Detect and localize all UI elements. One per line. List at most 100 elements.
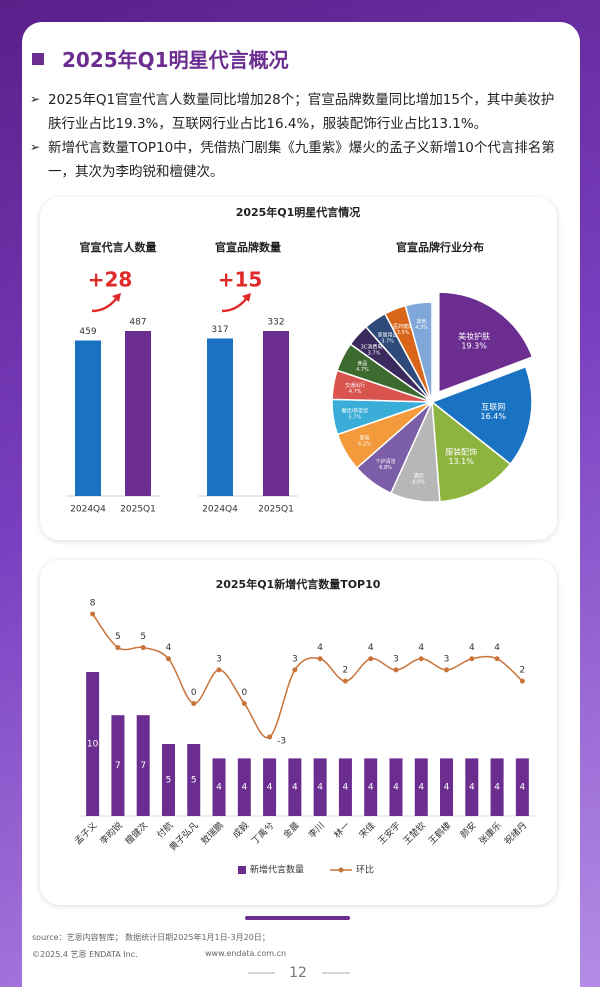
line-label: 4 [418,643,424,653]
slice-label: 家居用品 [378,331,398,338]
line-label: 5 [140,632,146,642]
bullet: 2025年Q1官宣代言人数量同比增加28个；官宣品牌数量同比增加15个，其中美妆… [48,92,555,132]
bar [86,672,100,816]
x-tick-label: 2024Q4 [70,505,106,515]
bar [440,758,454,816]
line-marker [393,667,399,673]
slice-value: 16.4% [481,412,507,421]
line-marker [418,656,424,662]
slice-value: 4.7% [349,389,362,395]
bar [161,744,175,816]
bullet-arrow: ➢ [30,92,41,106]
bullet-arrow: ➢ [30,140,41,154]
line-marker [115,645,121,651]
line-marker [519,678,525,684]
copyright: ©2025.4 艺恩 ENDATA Inc. [32,950,138,959]
slice-value: 3.7% [381,338,394,344]
slice-label: 个护清洁 [376,458,396,465]
line-marker [216,667,222,673]
bar [338,758,352,816]
page-number: 12 [289,965,307,981]
bar [125,331,151,496]
bar-label: 4 [469,783,475,793]
legend-label: 环比 [356,864,374,876]
line-marker [342,678,348,684]
bar-label: 7 [115,761,121,771]
bar [313,758,327,816]
line-label: 3 [393,654,399,664]
line-marker [292,667,298,673]
line-marker [267,734,273,740]
line-marker [469,656,475,662]
bar [212,758,226,816]
value-label: 459 [79,327,96,337]
annotation-arrow [91,298,117,313]
legend-label: 新增代言数量 [250,864,304,876]
line-label: 4 [166,643,172,653]
slice-label: 3C消费电子 [361,343,388,350]
bar [414,758,428,816]
bar-label: 4 [444,783,450,793]
slice-value: 6.8% [379,465,392,471]
slice-value: 3.7% [368,350,381,356]
value-label: 487 [129,318,146,328]
line-marker [191,700,197,706]
slice-value: 13.1% [448,457,474,466]
bar [263,758,277,816]
annotation-arrowhead [242,293,251,302]
panel-title: 2025年Q1明星代言情况 [236,205,361,219]
line-label: -3 [277,737,286,747]
bar [389,758,403,816]
bar [263,331,289,496]
line-marker [494,656,500,662]
slice-label: 餐饮/新茶饮 [342,407,369,414]
slice-value: 19.3% [461,341,487,350]
line-marker [140,645,146,651]
slice-label: 医药健康 [393,323,413,330]
x-tick-label: 2025Q1 [258,505,294,515]
bar-label: 4 [267,783,273,793]
legend-swatch [238,866,246,874]
line-label: 0 [191,688,197,698]
bar-label: 4 [216,783,222,793]
bar-label: 5 [166,776,172,786]
bar-label: 4 [292,783,298,793]
title-marker [32,53,44,65]
slice-value: 3.5% [397,330,410,336]
line-label: 4 [368,643,374,653]
slice-label: 食品 [357,360,367,367]
bar-label: 4 [418,783,424,793]
bar [515,758,529,816]
line-marker [444,667,450,673]
line-marker [165,656,171,662]
pie-slice [431,400,512,503]
pie-slice [438,291,534,394]
bar [187,744,201,816]
slice-value: 4.3% [415,325,428,331]
bar-label: 7 [140,761,146,771]
chart-title: 2025年Q1新增代言数量TOP10 [216,577,381,591]
bar-label: 4 [519,783,525,793]
bar [75,340,101,496]
line-label: 8 [90,599,96,609]
bar [237,758,251,816]
bar-label: 4 [241,783,247,793]
bar-label: 4 [343,783,349,793]
slice-value: 5.7% [349,414,362,420]
line-label: 4 [494,643,500,653]
annotation: +15 [218,268,263,292]
line-marker [241,700,247,706]
divider [245,916,350,920]
line-label: 3 [292,654,298,664]
pie-slice [404,301,433,403]
line-marker [90,611,96,617]
bar [207,338,233,496]
legend-swatch [338,867,344,873]
line-label: 5 [115,632,121,642]
bar [490,758,504,816]
annotation: +28 [88,268,133,292]
bar [136,715,150,816]
chart-title: 官宣品牌数量 [215,240,281,254]
